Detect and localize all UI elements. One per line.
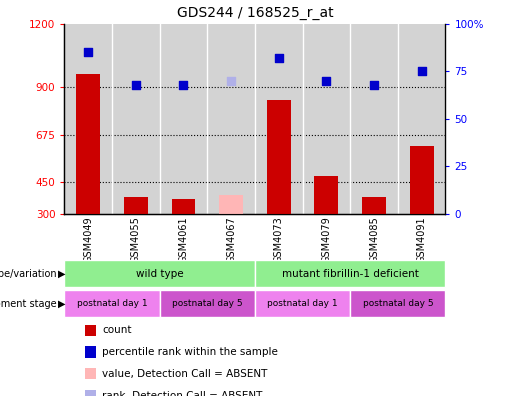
Bar xyxy=(362,197,386,214)
Text: count: count xyxy=(102,325,131,335)
Bar xyxy=(219,195,243,214)
Point xyxy=(132,82,140,88)
Title: GDS244 / 168525_r_at: GDS244 / 168525_r_at xyxy=(177,6,333,20)
Bar xyxy=(315,176,338,214)
Bar xyxy=(124,197,148,214)
Text: genotype/variation: genotype/variation xyxy=(0,268,57,279)
Text: development stage: development stage xyxy=(0,299,57,309)
Text: postnatal day 5: postnatal day 5 xyxy=(363,299,433,308)
Bar xyxy=(76,74,100,214)
Bar xyxy=(255,260,445,287)
Point xyxy=(84,49,92,55)
Bar xyxy=(64,290,160,317)
Text: rank, Detection Call = ABSENT: rank, Detection Call = ABSENT xyxy=(102,390,262,396)
Point xyxy=(418,68,426,74)
Text: wild type: wild type xyxy=(136,268,183,279)
Text: postnatal day 5: postnatal day 5 xyxy=(172,299,243,308)
Point xyxy=(179,82,187,88)
Text: mutant fibrillin-1 deficient: mutant fibrillin-1 deficient xyxy=(282,268,419,279)
Point xyxy=(274,55,283,61)
Text: postnatal day 1: postnatal day 1 xyxy=(77,299,147,308)
Text: percentile rank within the sample: percentile rank within the sample xyxy=(102,347,278,357)
Text: postnatal day 1: postnatal day 1 xyxy=(267,299,338,308)
Bar xyxy=(160,290,255,317)
Bar xyxy=(171,199,195,214)
Text: ▶: ▶ xyxy=(58,299,65,309)
Text: value, Detection Call = ABSENT: value, Detection Call = ABSENT xyxy=(102,369,267,379)
Bar xyxy=(410,146,434,214)
Bar xyxy=(64,260,255,287)
Point xyxy=(227,78,235,84)
Point xyxy=(370,82,378,88)
Point xyxy=(322,78,331,84)
Text: ▶: ▶ xyxy=(58,268,65,279)
Bar xyxy=(267,100,290,214)
Bar xyxy=(255,290,350,317)
Bar xyxy=(350,290,445,317)
